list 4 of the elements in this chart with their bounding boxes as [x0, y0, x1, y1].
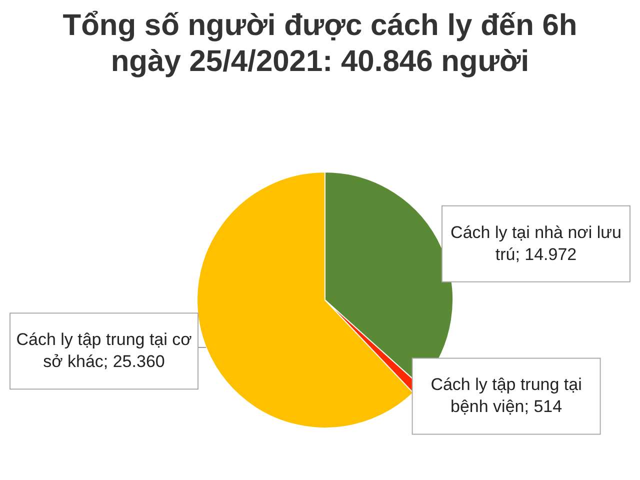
chart-title: Tổng số người được cách ly đến 6h ngày 25/4/2021: 40.846 người [62, 8, 578, 80]
slice-label: Cách ly tập trung tại cơ sở khác; 25.360 [16, 329, 192, 374]
slice-label: Cách ly tập trung tại bệnh viện; 514 [430, 374, 583, 418]
slice-label: Cách ly tại nhà nơi lưu trú; 14.972 [450, 222, 622, 266]
